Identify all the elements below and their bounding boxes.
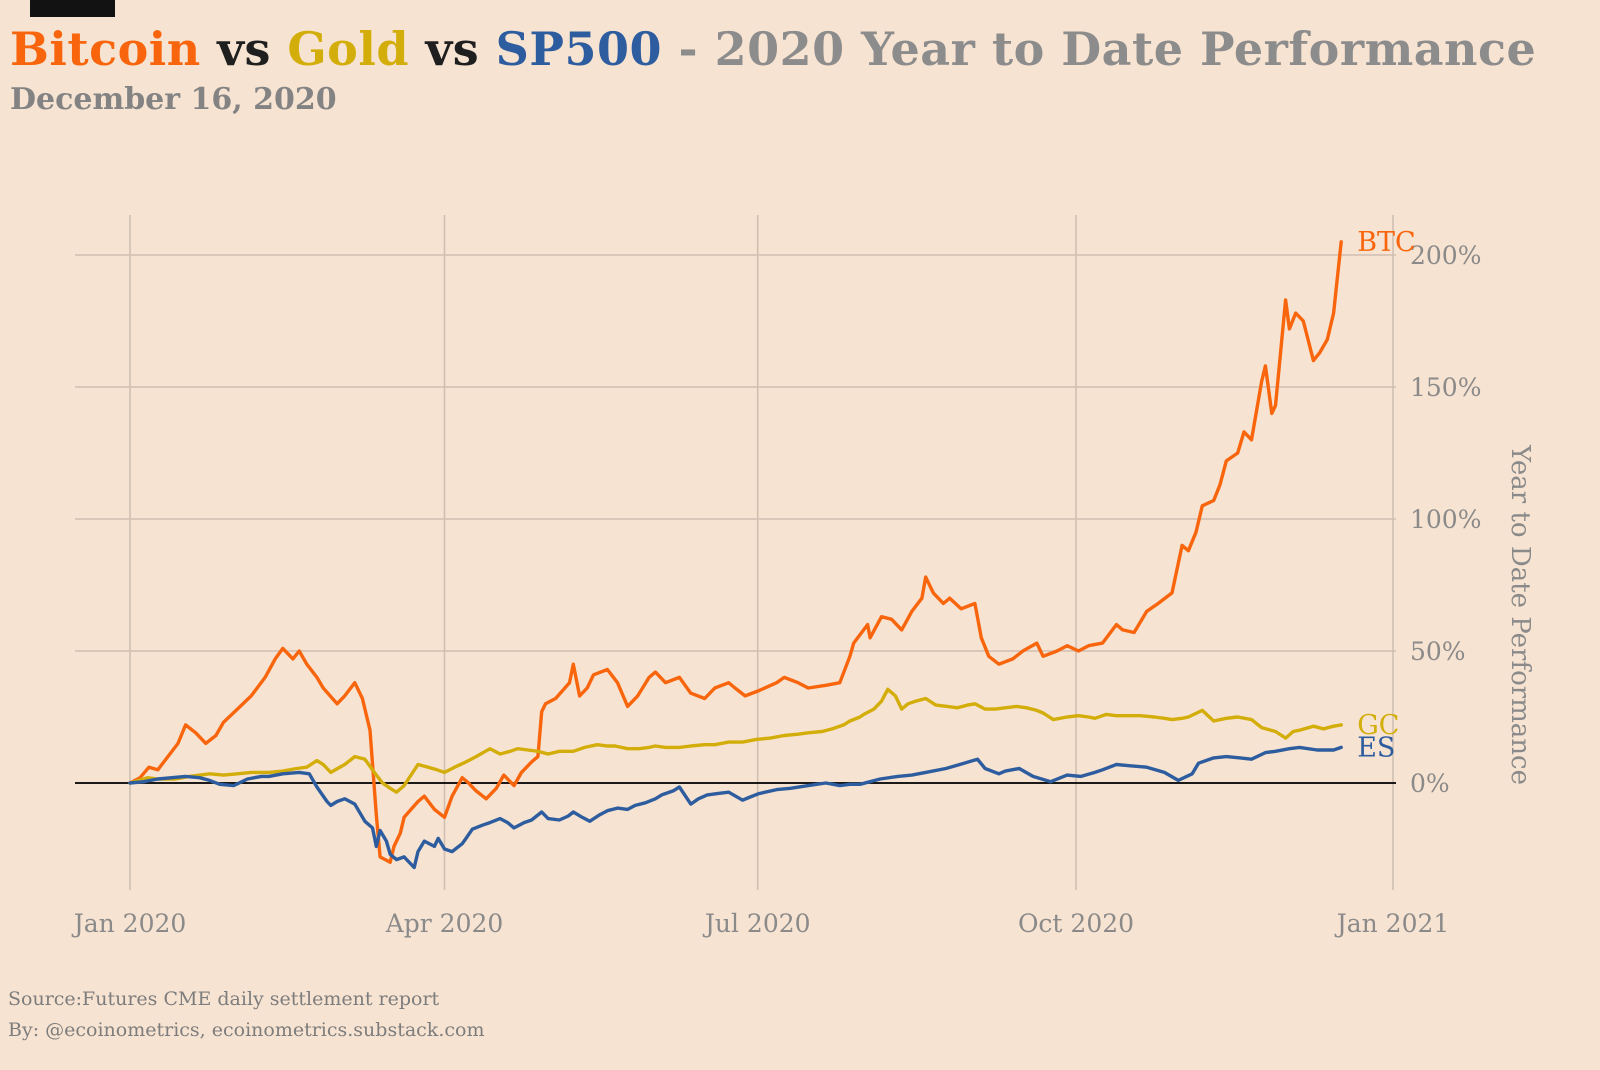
series-line-btc (128, 240, 1343, 864)
x-tick-label: Jul 2020 (702, 909, 811, 938)
chart-subtitle: December 16, 2020 (10, 82, 337, 117)
y-axis-title: Year to Date Performance (1505, 444, 1535, 785)
title-gold: Gold (287, 22, 409, 76)
chart-title: Bitcoin vs Gold vs SP500 - 2020 Year to … (10, 22, 1536, 76)
top-left-black-mark (30, 0, 115, 17)
x-tick-label: Jan 2021 (1334, 909, 1450, 938)
y-tick-label: 100% (1410, 505, 1481, 534)
series-line-es (128, 745, 1343, 870)
title-rest: - 2020 Year to Date Performance (678, 22, 1537, 76)
y-tick-label: 150% (1410, 373, 1481, 402)
series-line-gc (128, 687, 1343, 794)
x-tick-label: Oct 2020 (1018, 909, 1134, 938)
y-tick-label: 50% (1410, 637, 1466, 666)
y-tick-label: 0% (1410, 769, 1450, 798)
source-line-2: By: @ecoinometrics, ecoinometrics.substa… (8, 1019, 485, 1041)
title-vs-2: vs (425, 22, 480, 76)
source-line-1: Source:Futures CME daily settlement repo… (8, 988, 440, 1010)
x-tick-label: Apr 2020 (385, 909, 504, 938)
title-bitcoin: Bitcoin (10, 22, 201, 76)
y-tick-label: 200% (1410, 241, 1481, 270)
series-label-gc: GC (1357, 710, 1399, 741)
series-label-btc: BTC (1357, 227, 1416, 258)
title-sp500: SP500 (495, 22, 663, 76)
x-tick-label: Jan 2020 (71, 909, 187, 938)
series-label-es: ES (1357, 732, 1395, 763)
source-note: Source:Futures CME daily settlement repo… (8, 984, 484, 1046)
title-vs-1: vs (217, 22, 271, 76)
